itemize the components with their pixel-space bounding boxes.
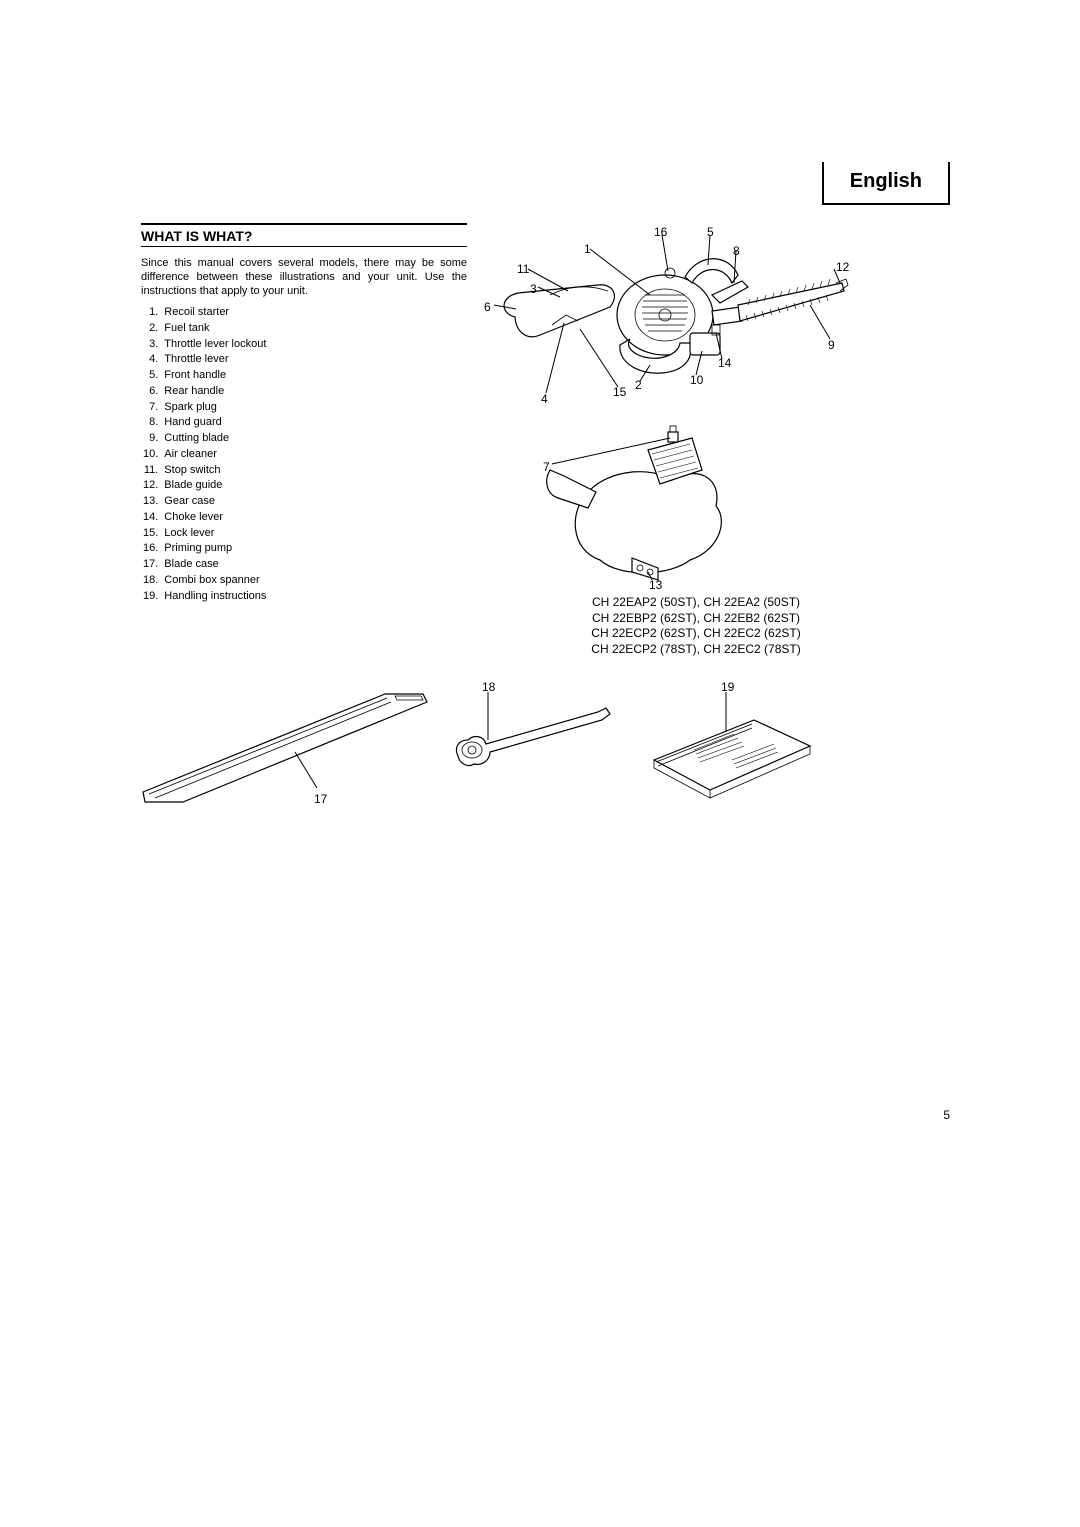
parts-list-item: 18.Combi box spanner [143, 574, 266, 588]
part-number: 15. [143, 527, 162, 541]
parts-list-item: 4.Throttle lever [143, 353, 266, 367]
callout-number: 14 [718, 356, 731, 370]
blade-case-svg [135, 680, 435, 810]
parts-list-item: 10.Air cleaner [143, 448, 266, 462]
parts-list-item: 1.Recoil starter [143, 306, 266, 320]
parts-list-item: 9.Cutting blade [143, 432, 266, 446]
section-heading: WHAT IS WHAT? [141, 228, 252, 244]
parts-list-item: 17.Blade case [143, 558, 266, 572]
part-number: 14. [143, 511, 162, 525]
figure-booklet [634, 690, 824, 820]
part-label: Throttle lever [164, 353, 266, 367]
figure-trimmer-top [480, 225, 860, 405]
intro-text: Since this manual covers several models,… [141, 257, 467, 298]
part-number: 19. [143, 590, 162, 604]
part-label: Gear case [164, 495, 266, 509]
part-number: 17. [143, 558, 162, 572]
part-number: 7. [143, 401, 162, 415]
part-number: 9. [143, 432, 162, 446]
parts-list-item: 16.Priming pump [143, 542, 266, 556]
part-label: Rear handle [164, 385, 266, 399]
callout-number: 19 [721, 680, 734, 694]
parts-list: 1.Recoil starter2.Fuel tank3.Throttle le… [141, 304, 268, 605]
callout-number: 12 [836, 260, 849, 274]
parts-list-item: 13.Gear case [143, 495, 266, 509]
part-label: Blade case [164, 558, 266, 572]
model-line: CH 22EBP2 (62ST), CH 22EB2 (62ST) [566, 611, 826, 627]
part-number: 13. [143, 495, 162, 509]
callout-number: 8 [733, 244, 740, 258]
parts-list-item: 7.Spark plug [143, 401, 266, 415]
figure-spanner [448, 690, 618, 780]
figure-engine [540, 420, 740, 590]
part-label: Priming pump [164, 542, 266, 556]
part-label: Choke lever [164, 511, 266, 525]
part-number: 8. [143, 416, 162, 430]
callout-number: 3 [530, 282, 537, 296]
parts-list-item: 2.Fuel tank [143, 322, 266, 336]
part-label: Fuel tank [164, 322, 266, 336]
language-tab: English [822, 162, 950, 205]
callout-number: 4 [541, 392, 548, 406]
parts-list-item: 5.Front handle [143, 369, 266, 383]
callout-number: 1 [584, 242, 591, 256]
rule-top [141, 223, 467, 225]
callout-number: 15 [613, 385, 626, 399]
parts-list-item: 12.Blade guide [143, 479, 266, 493]
callout-number: 17 [314, 792, 327, 806]
callout-number: 10 [690, 373, 703, 387]
parts-list-item: 19.Handling instructions [143, 590, 266, 604]
model-line: CH 22ECP2 (78ST), CH 22EC2 (78ST) [566, 642, 826, 658]
parts-list-item: 3.Throttle lever lockout [143, 338, 266, 352]
part-number: 11. [143, 464, 162, 478]
parts-list-item: 14.Choke lever [143, 511, 266, 525]
callout-number: 7 [543, 460, 550, 474]
part-number: 16. [143, 542, 162, 556]
part-number: 5. [143, 369, 162, 383]
callout-number: 5 [707, 225, 714, 239]
callout-number: 9 [828, 338, 835, 352]
model-list: CH 22EAP2 (50ST), CH 22EA2 (50ST) CH 22E… [566, 595, 826, 657]
part-label: Lock lever [164, 527, 266, 541]
part-label: Cutting blade [164, 432, 266, 446]
part-label: Handling instructions [164, 590, 266, 604]
callout-number: 2 [635, 378, 642, 392]
part-number: 10. [143, 448, 162, 462]
model-line: CH 22ECP2 (62ST), CH 22EC2 (62ST) [566, 626, 826, 642]
part-label: Air cleaner [164, 448, 266, 462]
figure-blade-case [135, 680, 435, 810]
part-number: 6. [143, 385, 162, 399]
callout-number: 11 [517, 262, 529, 276]
spanner-svg [448, 690, 618, 780]
callout-number: 6 [484, 300, 491, 314]
trimmer-top-svg [480, 225, 860, 405]
part-label: Spark plug [164, 401, 266, 415]
parts-list-item: 11.Stop switch [143, 464, 266, 478]
model-line: CH 22EAP2 (50ST), CH 22EA2 (50ST) [566, 595, 826, 611]
callout-number: 13 [649, 578, 662, 592]
part-label: Hand guard [164, 416, 266, 430]
part-number: 18. [143, 574, 162, 588]
part-label: Throttle lever lockout [164, 338, 266, 352]
rule-bottom [141, 246, 467, 247]
engine-svg [540, 420, 740, 590]
booklet-svg [634, 690, 824, 820]
parts-list-item: 15.Lock lever [143, 527, 266, 541]
part-label: Front handle [164, 369, 266, 383]
part-number: 1. [143, 306, 162, 320]
part-number: 4. [143, 353, 162, 367]
part-number: 12. [143, 479, 162, 493]
part-label: Recoil starter [164, 306, 266, 320]
part-label: Combi box spanner [164, 574, 266, 588]
callout-number: 16 [654, 225, 667, 239]
page-number: 5 [943, 1108, 950, 1122]
part-number: 2. [143, 322, 162, 336]
part-label: Stop switch [164, 464, 266, 478]
parts-list-item: 6.Rear handle [143, 385, 266, 399]
callout-number: 18 [482, 680, 495, 694]
parts-list-item: 8.Hand guard [143, 416, 266, 430]
part-number: 3. [143, 338, 162, 352]
part-label: Blade guide [164, 479, 266, 493]
